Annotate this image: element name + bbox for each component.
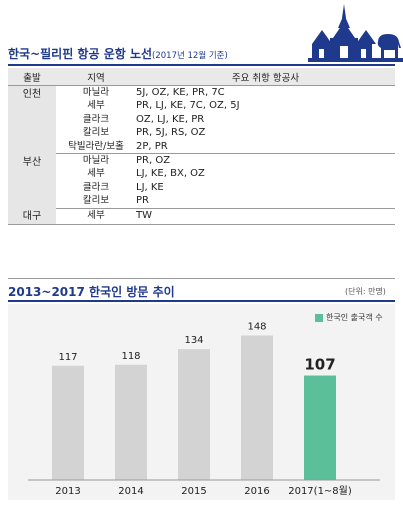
- bar-2014: [115, 364, 147, 480]
- chart-title: 2013~2017 한국인 방문 추이: [8, 285, 175, 299]
- airlines-cell: OZ, LJ, KE, PR: [136, 113, 205, 125]
- routes-title: 한국~필리핀 항공 운항 노선(2017년 12월 기준): [8, 45, 228, 62]
- x-tick-label: 2015: [181, 486, 206, 497]
- x-tick-label: 2014: [118, 486, 143, 497]
- temple-elephant-illustration: [308, 4, 403, 62]
- airlines-cell: PR, 5J, RS, OZ: [136, 127, 206, 139]
- region-cell: 마닐라: [82, 87, 110, 98]
- route-row: 세부 LJ, KE, BX, OZ: [8, 167, 395, 180]
- airlines-cell: PR, OZ: [136, 155, 171, 167]
- data-label: 107: [304, 356, 335, 374]
- data-label: 134: [184, 335, 203, 346]
- region-cell: 클라크: [82, 113, 110, 125]
- routes-header-row: 출발 지역 주요 취항 항공사: [8, 68, 395, 86]
- region-cell: 세부: [87, 168, 105, 180]
- region-cell: 칼리보: [82, 127, 110, 139]
- bar-2015: [178, 349, 210, 480]
- route-row: 탁빌라란/보홀 2P, PR: [8, 139, 395, 155]
- route-row: 클라크 OZ, LJ, KE, PR: [8, 113, 395, 126]
- bar-2016: [241, 335, 273, 480]
- route-row: 대구 세부 TW: [8, 208, 395, 225]
- x-tick-label: 2016: [244, 486, 269, 497]
- airlines-cell: 2P, PR: [136, 139, 395, 155]
- route-row: 클라크 LJ, KE: [8, 181, 395, 194]
- routes-title-rule: [8, 64, 395, 66]
- route-row: 세부 PR, LJ, KE, 7C, OZ, 5J: [8, 99, 395, 112]
- route-row: 부산 마닐라 PR, OZ: [8, 153, 395, 209]
- routes-title-note: (2017년 12월 기준): [152, 51, 228, 61]
- origin-cell: 대구: [8, 208, 56, 225]
- header-origin: 출발: [8, 68, 56, 86]
- origin-cell: 인천: [8, 85, 56, 154]
- route-row: 인천 마닐라 5J, OZ, KE, PR, 7C: [8, 85, 395, 154]
- origin-cell: 부산: [8, 153, 56, 209]
- bar-2013: [52, 365, 84, 480]
- x-tick-label: 2017(1~8월): [288, 485, 352, 497]
- routes-table: 출발 지역 주요 취항 항공사 인천 마닐라 5J, OZ, KE, PR, 7C 세…: [8, 68, 395, 225]
- region-cell: 탁빌라란/보홀: [56, 139, 136, 155]
- data-label: 148: [247, 321, 266, 332]
- airlines-cell: TW: [136, 208, 395, 225]
- region-cell: 칼리보: [56, 194, 136, 209]
- airlines-cell: 5J, OZ, KE, PR, 7C: [136, 87, 225, 98]
- airlines-cell: LJ, KE: [136, 181, 164, 193]
- route-row: 칼리보 PR: [8, 194, 395, 209]
- legend-label: 한국인 출국객 수: [326, 313, 383, 322]
- airlines-cell: LJ, KE, BX, OZ: [136, 168, 205, 180]
- section-divider: [8, 278, 395, 279]
- legend-swatch: [315, 314, 323, 322]
- header-region: 지역: [56, 68, 136, 86]
- x-tick-label: 2013: [55, 486, 80, 497]
- data-label: 117: [58, 352, 77, 363]
- route-row: 칼리보 PR, 5J, RS, OZ: [8, 126, 395, 139]
- data-label: 118: [121, 351, 140, 362]
- airlines-cell: PR, LJ, KE, 7C, OZ, 5J: [136, 100, 240, 112]
- visitor-bar-chart: 117 2013 118 2014 134 2015 148 2016 107 2017(1~8월…: [28, 321, 380, 497]
- bar-2017(1~8월): [304, 375, 336, 480]
- region-cell: 마닐라: [82, 155, 110, 167]
- region-cell: 클라크: [82, 181, 110, 193]
- chart-unit: (단위: 만명): [345, 287, 386, 296]
- routes-title-text: 한국~필리핀 항공 운항 노선: [8, 47, 153, 61]
- airlines-cell: PR: [136, 194, 395, 209]
- routes-body: 인천 마닐라 5J, OZ, KE, PR, 7C 세부 PR, LJ, KE, 7C,…: [8, 85, 395, 225]
- chart-title-rule: [8, 300, 395, 302]
- region-cell: 세부: [87, 100, 105, 112]
- region-cell: 세부: [56, 208, 136, 225]
- header-airlines: 주요 취항 항공사: [136, 68, 395, 86]
